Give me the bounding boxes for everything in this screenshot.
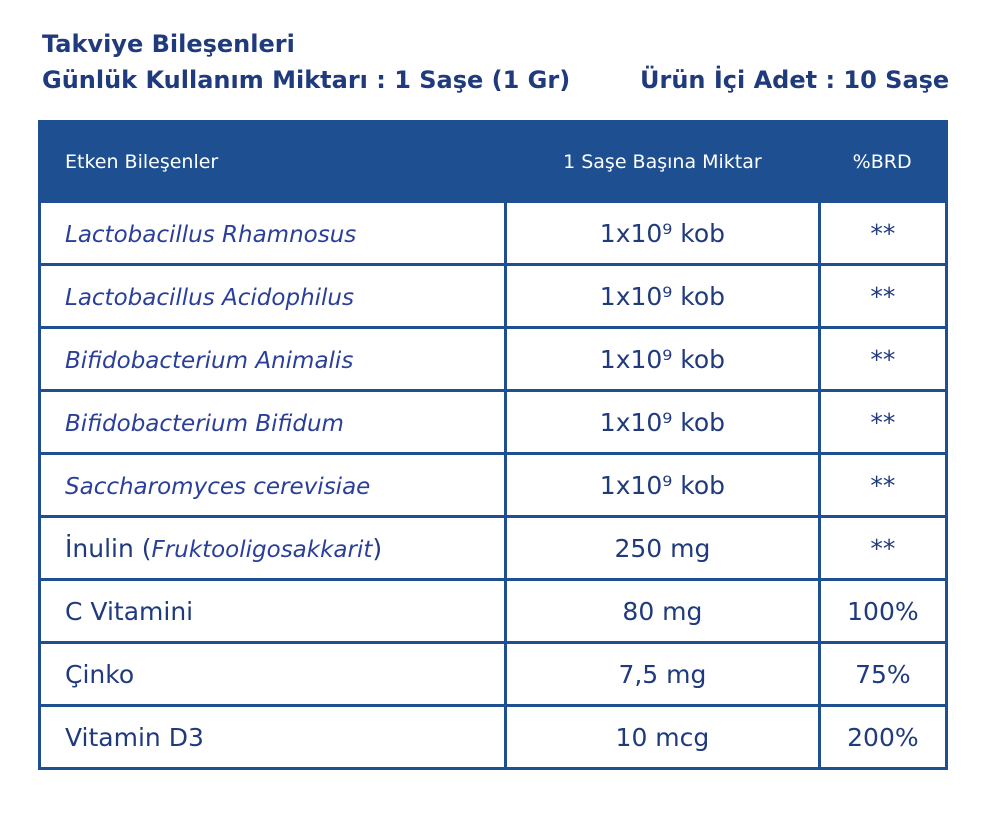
table-row: Bifidobacterium Animalis 1x10⁹ kob **	[37, 326, 949, 392]
ingredient-cell: Çinko	[37, 641, 508, 707]
amount-cell: 1x10⁹ kob	[504, 389, 821, 455]
column-header: 1 Saşe Başına Miktar	[505, 121, 820, 202]
table-row: Bifidobacterium Bifidum 1x10⁹ kob **	[37, 389, 949, 455]
ingredient-cell: Bifidobacterium Animalis	[37, 326, 508, 392]
brd-cell: 200%	[817, 704, 949, 770]
ingredient-name: Çinko	[65, 659, 135, 689]
brd-cell: **	[817, 389, 949, 455]
ingredient-name: İnulin (	[65, 533, 152, 563]
amount-cell: 250 mg	[504, 515, 821, 581]
ingredient-name: Lactobacillus Acidophilus	[65, 284, 354, 311]
ingredient-name: Bifidobacterium Bifidum	[65, 410, 344, 437]
amount-cell: 1x10⁹ kob	[504, 263, 821, 329]
ingredient-name: )	[372, 533, 383, 563]
brd-cell: **	[817, 515, 949, 581]
table-row: Lactobacillus Acidophilus 1x10⁹ kob **	[37, 263, 949, 329]
ingredient-name: Bifidobacterium Animalis	[65, 347, 354, 374]
column-header: %BRD	[819, 121, 947, 202]
ingredient-cell: Lactobacillus Acidophilus	[37, 263, 508, 329]
ingredient-name: Fruktooligosakkarit	[151, 536, 373, 563]
ingredient-name: C Vitamini	[65, 596, 194, 626]
amount-cell: 1x10⁹ kob	[504, 326, 821, 392]
table-row: C Vitamini 80 mg 100%	[37, 578, 949, 644]
ingredient-cell: C Vitamini	[37, 578, 508, 644]
ingredient-cell: İnulin (Fruktooligosakkarit)	[37, 515, 508, 581]
amount-cell: 10 mcg	[504, 704, 821, 770]
table-row: İnulin (Fruktooligosakkarit) 250 mg **	[37, 515, 949, 581]
ingredient-cell: Vitamin D3	[37, 704, 508, 770]
daily-amount: Günlük Kullanım Miktarı : 1 Saşe (1 Gr)	[42, 66, 571, 94]
ingredient-name: Lactobacillus Rhamnosus	[65, 221, 357, 248]
ingredient-cell: Bifidobacterium Bifidum	[37, 389, 508, 455]
title: Takviye Bileşenleri	[42, 30, 295, 58]
brd-cell: **	[817, 452, 949, 518]
ingredient-table: Etken Bileşenler 1 Saşe Başına Miktar %B…	[37, 120, 949, 770]
package-count: Ürün İçi Adet : 10 Saşe	[640, 66, 950, 94]
ingredient-name: Vitamin D3	[65, 722, 204, 752]
ingredient-cell: Lactobacillus Rhamnosus	[37, 200, 508, 266]
brd-cell: **	[817, 326, 949, 392]
brd-cell: 75%	[817, 641, 949, 707]
brd-cell: **	[817, 200, 949, 266]
amount-cell: 80 mg	[504, 578, 821, 644]
table-row: Lactobacillus Rhamnosus 1x10⁹ kob **	[37, 200, 949, 266]
amount-cell: 7,5 mg	[504, 641, 821, 707]
amount-cell: 1x10⁹ kob	[504, 452, 821, 518]
ingredient-name: Saccharomyces cerevisiae	[65, 473, 371, 500]
table-row: Vitamin D3 10 mcg 200%	[37, 704, 949, 770]
amount-cell: 1x10⁹ kob	[504, 200, 821, 266]
column-header: Etken Bileşenler	[39, 121, 506, 202]
table-row: Saccharomyces cerevisiae 1x10⁹ kob **	[37, 452, 949, 518]
header-row: Etken Bileşenler 1 Saşe Başına Miktar %B…	[39, 121, 947, 202]
table-row: Çinko 7,5 mg 75%	[37, 641, 949, 707]
ingredient-cell: Saccharomyces cerevisiae	[37, 452, 508, 518]
brd-cell: **	[817, 263, 949, 329]
brd-cell: 100%	[817, 578, 949, 644]
